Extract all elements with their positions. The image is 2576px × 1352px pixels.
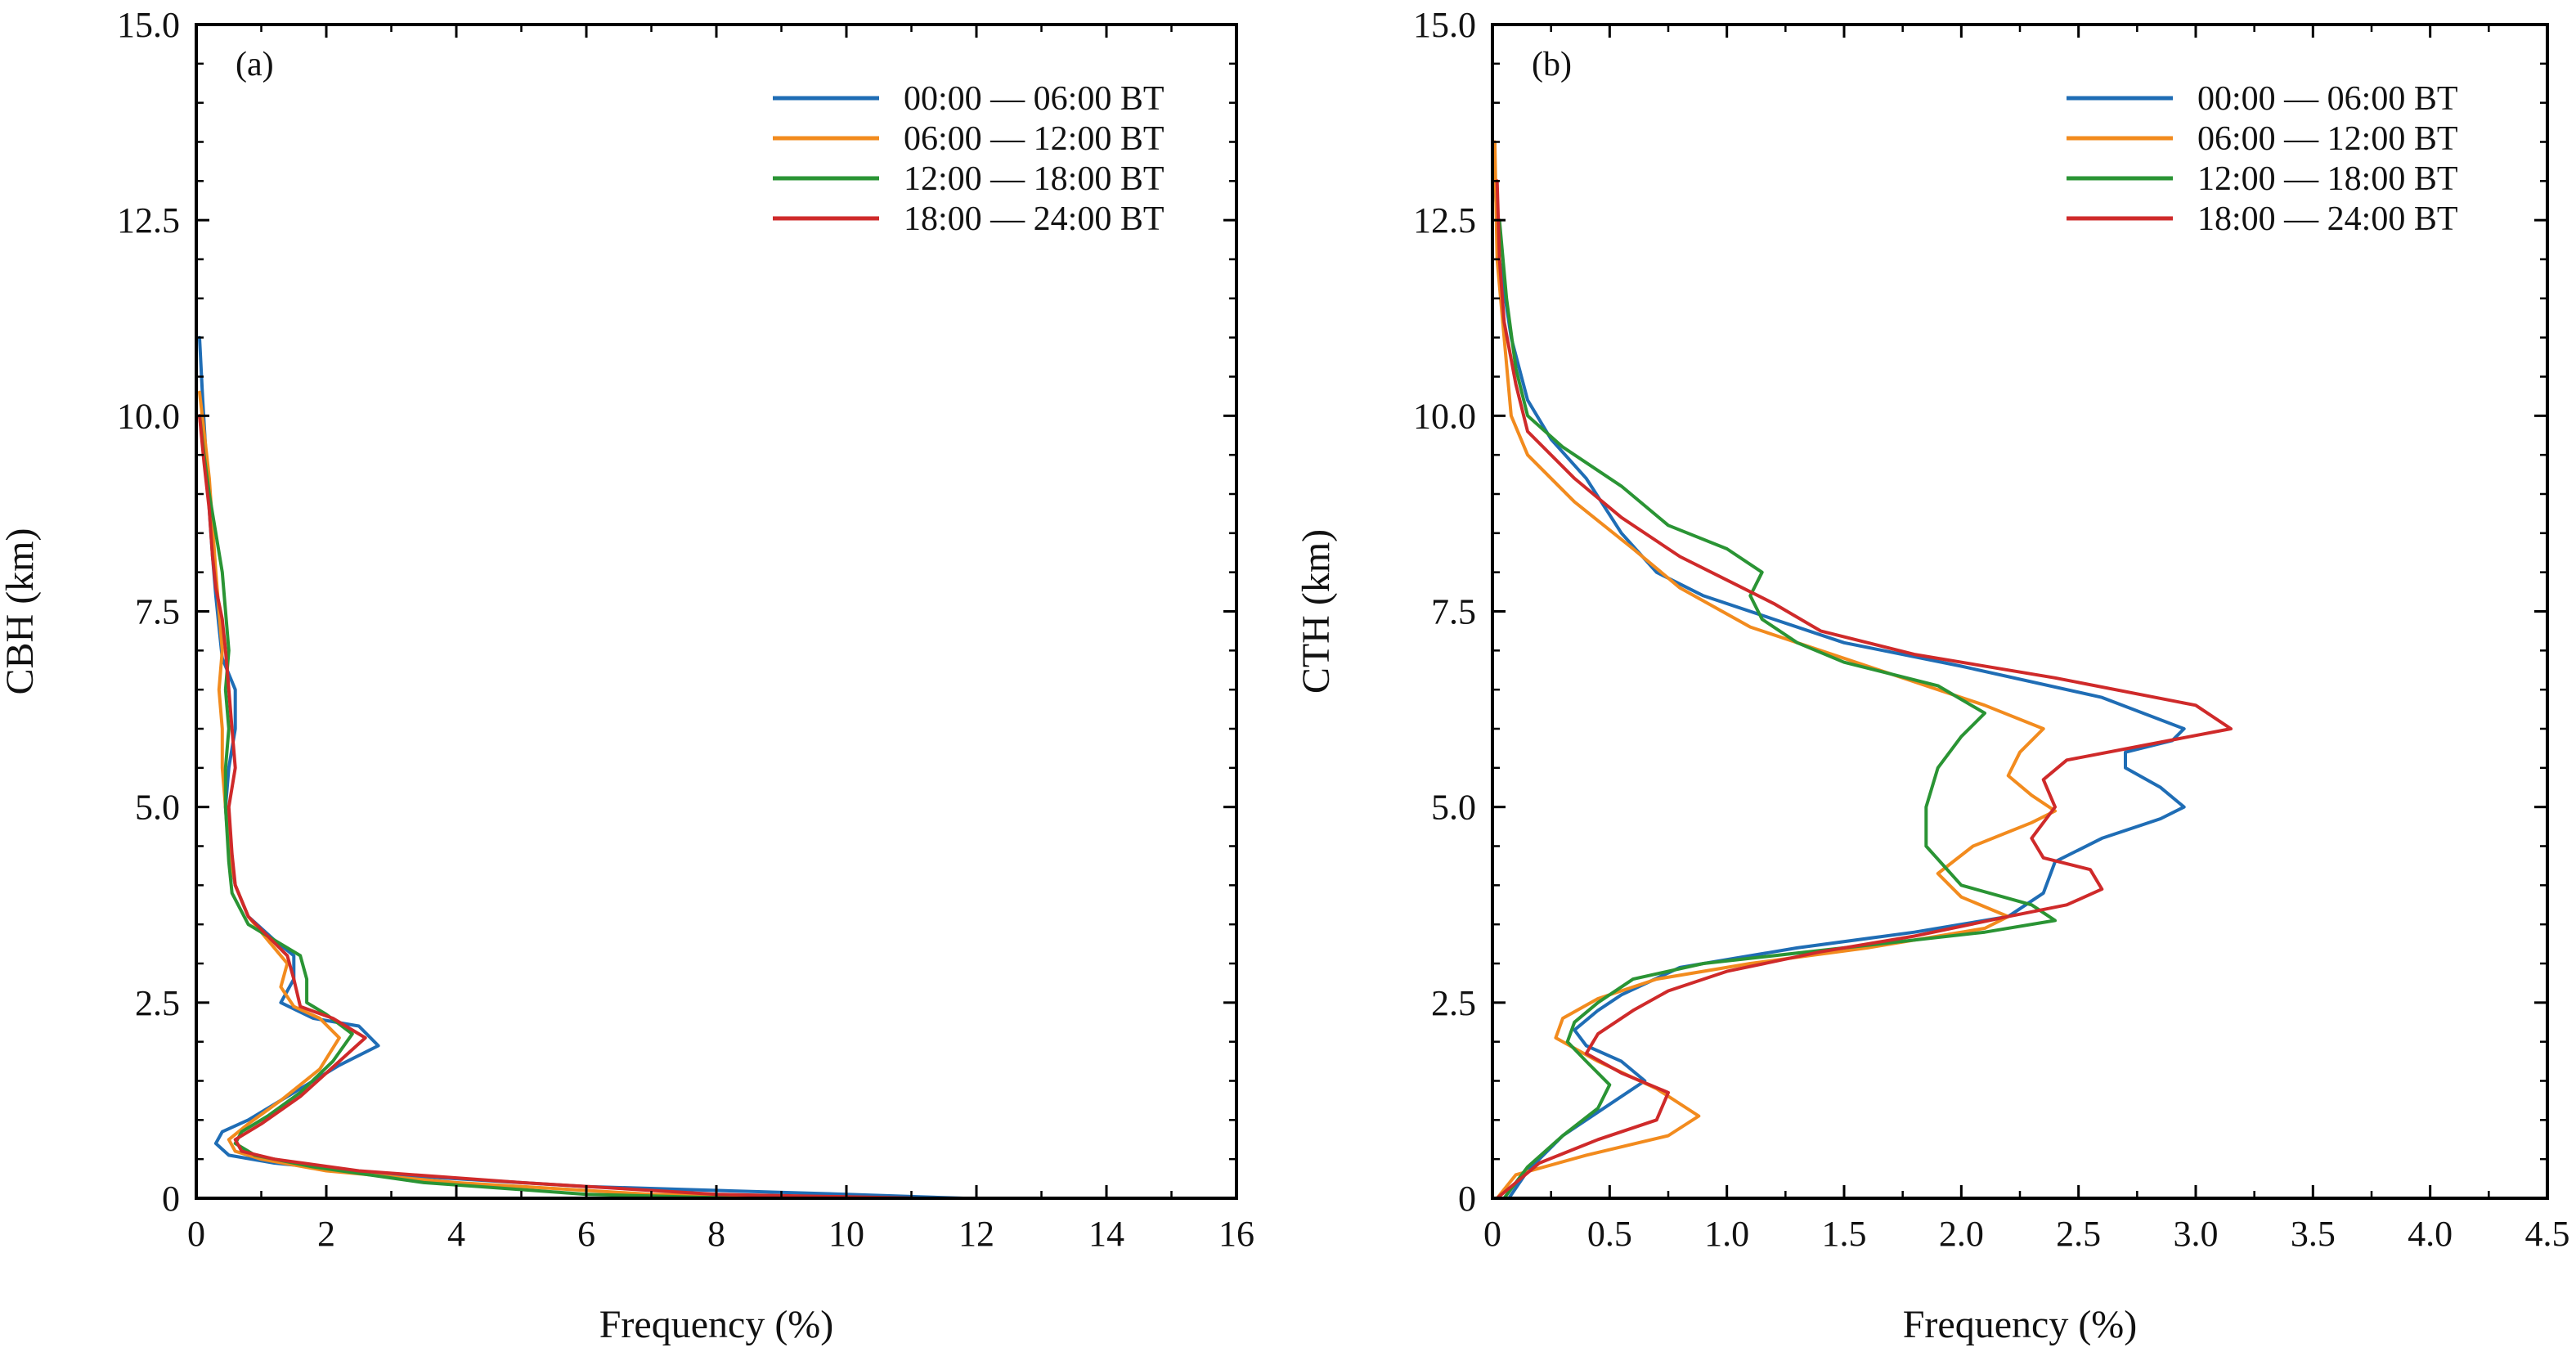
legend-label: 00:00 — 06:00 BT (904, 80, 1165, 118)
legend-label: 00:00 — 06:00 BT (2197, 80, 2458, 118)
y-tick-label: 7.5 (1431, 592, 1476, 632)
series-line-1 (198, 335, 966, 1200)
y-tick-label: 12.5 (1413, 200, 1476, 240)
x-tick-label: 8 (707, 1214, 725, 1254)
x-tick-label: 4.0 (2408, 1214, 2453, 1254)
legend-label: 12:00 — 18:00 BT (2197, 160, 2458, 198)
legend-label: 18:00 — 24:00 BT (2197, 200, 2458, 238)
x-axis-title: Frequency (%) (599, 1303, 834, 1346)
series-line-4 (1495, 179, 2233, 1200)
y-tick-label: 2.5 (1431, 983, 1476, 1023)
series-line-1 (1492, 179, 2186, 1200)
legend-label: 12:00 — 18:00 BT (904, 160, 1165, 198)
x-tick-label: 1.5 (1822, 1214, 1867, 1254)
panel-b: 0 0.5 1.0 1.5 2.0 2.5 3.0 3.5 4.0 4.5 0 2.5 5.0 7.5 10… (1295, 5, 2570, 1346)
y-tick-label: 0 (162, 1179, 180, 1219)
panel-label: (a) (236, 46, 274, 83)
series-line-4 (198, 414, 920, 1200)
x-tick-label: 0 (187, 1214, 205, 1254)
x-axis-title: Frequency (%) (1903, 1303, 2138, 1346)
x-tick-label: 4 (447, 1214, 465, 1254)
x-tick-label: 10 (828, 1214, 864, 1254)
y-tick-label: 5.0 (1431, 788, 1476, 828)
x-tick-label: 12 (958, 1214, 994, 1254)
x-tick-label: 0.5 (1587, 1214, 1632, 1254)
x-tick-label: 1.0 (1704, 1214, 1749, 1254)
series-line-2 (1492, 140, 2057, 1200)
x-tick-label: 2.5 (2056, 1214, 2101, 1254)
y-tick-label: 0 (1458, 1179, 1476, 1219)
legend-label: 06:00 — 12:00 BT (904, 120, 1165, 158)
series-line-3 (198, 414, 738, 1200)
y-tick-label: 15.0 (1413, 5, 1476, 45)
x-tick-label: 3.5 (2291, 1214, 2336, 1254)
x-tick-label: 0 (1483, 1214, 1501, 1254)
y-axis-title: CTH (km) (1295, 529, 1338, 694)
x-tick-label: 4.5 (2525, 1214, 2570, 1254)
y-tick-label: 7.5 (135, 592, 180, 632)
legend-label: 06:00 — 12:00 BT (2197, 120, 2458, 158)
y-tick-label: 5.0 (135, 788, 180, 828)
x-tick-label: 14 (1088, 1214, 1124, 1254)
series-line-2 (198, 390, 823, 1200)
x-tick-label: 16 (1218, 1214, 1254, 1254)
y-tick-label: 10.0 (117, 396, 180, 436)
panel-label: (b) (1532, 46, 1572, 83)
panel-a: 0 2 4 6 8 10 12 14 16 0 2.5 5.0 7.5 10.0 12.5 15.0 Frequ… (0, 5, 1254, 1346)
legend-label: 18:00 — 24:00 BT (904, 200, 1165, 238)
x-tick-label: 6 (577, 1214, 595, 1254)
y-tick-label: 2.5 (135, 983, 180, 1023)
y-tick-label: 15.0 (117, 5, 180, 45)
y-axis-title: CBH (km) (0, 528, 42, 695)
series-line-3 (1497, 218, 2057, 1200)
x-tick-label: 2.0 (1939, 1214, 1984, 1254)
x-tick-label: 2 (317, 1214, 335, 1254)
x-tick-label: 3.0 (2174, 1214, 2219, 1254)
y-tick-label: 12.5 (117, 200, 180, 240)
y-tick-label: 10.0 (1413, 396, 1476, 436)
